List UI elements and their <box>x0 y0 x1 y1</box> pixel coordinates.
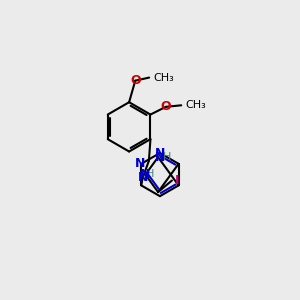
Text: N: N <box>154 151 165 164</box>
Text: H: H <box>146 169 154 179</box>
Text: N: N <box>155 146 165 160</box>
Text: H: H <box>163 152 172 162</box>
Text: CH₃: CH₃ <box>154 73 175 82</box>
Text: O: O <box>160 100 171 113</box>
Text: N: N <box>140 168 151 181</box>
Text: CH₃: CH₃ <box>186 100 207 110</box>
Text: N: N <box>138 171 148 184</box>
Text: O: O <box>130 74 141 87</box>
Text: I: I <box>175 174 179 187</box>
Text: N: N <box>134 157 145 170</box>
